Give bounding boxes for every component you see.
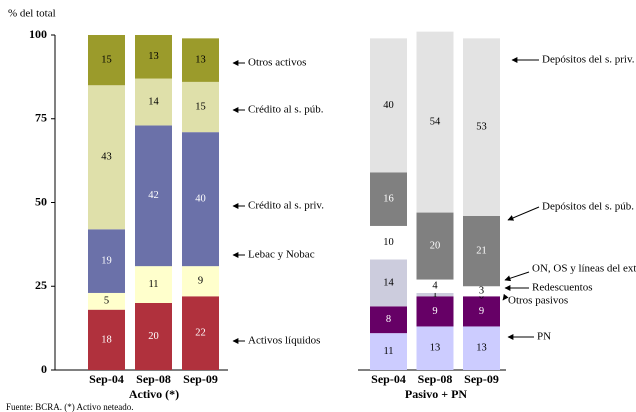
bar-segment: [370, 259, 407, 307]
value-label: 53: [476, 122, 487, 133]
bar-segment: [182, 81, 219, 133]
value-label: 20: [430, 240, 441, 251]
value-label: 14: [148, 96, 159, 107]
bar-segment: [88, 35, 125, 86]
legend-label: PN: [537, 331, 551, 343]
legend-label: Redescuentos: [532, 282, 592, 294]
x-tick-label: Sep-08: [418, 372, 453, 386]
value-label: 18: [101, 334, 112, 345]
bar-segment: [88, 309, 125, 370]
legend-label: Otros activos: [248, 57, 306, 69]
bar-segment: [135, 78, 172, 126]
value-label: 8: [386, 314, 391, 325]
value-label: 13: [430, 343, 441, 354]
value-label: 13: [476, 343, 487, 354]
source-note: Fuente: BCRA. (*) Activo neteado.: [6, 402, 133, 412]
value-label: 54: [430, 117, 441, 128]
bar-segment: [135, 35, 172, 79]
value-label: 9: [198, 276, 203, 287]
value-label: 22: [195, 328, 206, 339]
value-label: 11: [383, 346, 393, 357]
group-label: Activo (*): [129, 387, 179, 401]
value-label: 21: [476, 245, 487, 256]
value-label: 42: [148, 190, 159, 201]
value-label: 19: [101, 256, 112, 267]
legend-label: Depósitos del s. púb.: [542, 201, 634, 213]
bar-segment: [416, 31, 454, 213]
value-label: 10: [383, 237, 394, 248]
value-label: 13: [148, 51, 159, 62]
legend-label: ON, OS y líneas del ext.: [532, 263, 636, 275]
y-tick-label: 0: [41, 362, 47, 376]
group-label: Pasivo + PN: [405, 387, 468, 401]
bar-segment: [182, 296, 219, 370]
legend-label: Depósitos del s. priv.: [542, 54, 635, 66]
bar-segment: [416, 212, 454, 280]
value-label: 40: [195, 194, 206, 205]
bar-segment: [88, 85, 125, 230]
value-label: 15: [195, 101, 206, 112]
legend-label: Lebac y Nobac: [248, 249, 315, 261]
bar-segment: [463, 215, 500, 287]
value-label: 1: [432, 289, 437, 300]
x-tick-label: Sep-04: [371, 372, 406, 386]
bar-segment: [370, 306, 407, 334]
bar-segment: [463, 296, 500, 327]
bar-segment: [463, 326, 500, 370]
y-tick-label: 50: [35, 194, 47, 208]
bar-segment: [135, 125, 172, 267]
value-label: 9: [479, 306, 484, 317]
x-tick-label: Sep-09: [464, 372, 499, 386]
y-tick-label: 75: [35, 111, 47, 125]
bar-segment: [416, 326, 454, 370]
bar-segment: [135, 266, 172, 303]
bar-segment: [370, 38, 407, 173]
x-tick-label: Sep-09: [183, 372, 218, 386]
legend-arrow: [504, 271, 530, 282]
x-tick-label: Sep-08: [136, 372, 171, 386]
bar-segment: [88, 292, 125, 310]
value-label: 40: [383, 100, 394, 111]
value-label: 16: [383, 194, 394, 205]
value-label: 15: [101, 55, 112, 66]
bar-segment: [88, 229, 125, 293]
value-label: 14: [383, 277, 394, 288]
value-label: 43: [101, 152, 112, 163]
bar-segment: [370, 225, 407, 260]
legend-label: Crédito al s. priv.: [248, 200, 324, 212]
legend-arrow: [502, 293, 509, 301]
bar-segment: [416, 279, 454, 293]
bar-segment: [135, 303, 172, 370]
value-label: 20: [148, 331, 159, 342]
y-tick-label: 25: [35, 278, 47, 292]
bar-segment: [416, 292, 454, 297]
value-label: 13: [195, 55, 206, 66]
bar-segment: [463, 286, 500, 297]
legend-label: Otros pasivos: [508, 295, 568, 307]
bar-segment: [463, 38, 500, 216]
bar-segment: [182, 132, 219, 267]
value-label: 5: [104, 296, 109, 307]
value-label: 4: [432, 281, 438, 292]
x-tick-label: Sep-04: [89, 372, 124, 386]
bar-segment: [182, 38, 219, 82]
y-axis-label: % del total: [8, 8, 56, 20]
value-label: 9: [432, 306, 437, 317]
legend-label: Activos líquidos: [248, 335, 320, 347]
legend-arrow: [507, 206, 540, 221]
bar-segment: [182, 266, 219, 297]
value-label: 11: [148, 279, 158, 290]
legend-label: Crédito al s. púb.: [248, 104, 324, 116]
bar-segment: [370, 172, 407, 226]
bar-segment: [416, 296, 454, 327]
y-tick-label: 100: [29, 27, 47, 41]
bar-segment: [370, 333, 407, 370]
value-label: 3: [479, 286, 484, 297]
